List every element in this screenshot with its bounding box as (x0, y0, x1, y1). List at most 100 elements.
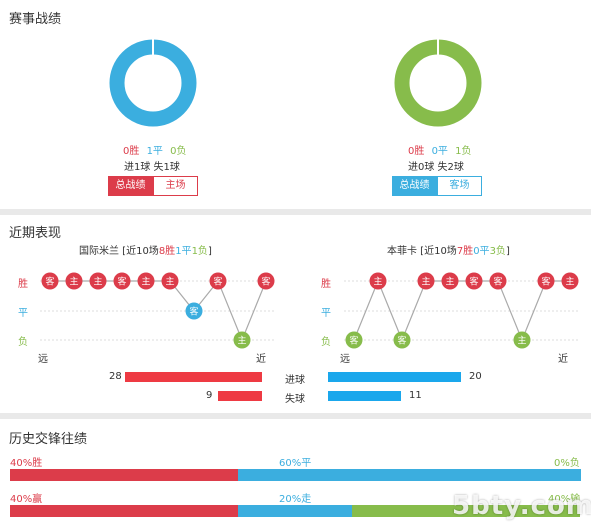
right-form-point: 客 (345, 331, 363, 349)
left-team-prefix: 国际米兰 [近10场 (79, 246, 159, 257)
right-record-donut (394, 39, 482, 127)
right-form-marker (561, 272, 579, 290)
h2h-result-segment (10, 469, 238, 481)
left-goals-value: 28 (109, 371, 122, 382)
left-near-label: 近 (256, 354, 266, 365)
h2h-draw-label: 60%平 (279, 458, 312, 469)
right-conceded-value: 11 (409, 390, 422, 401)
h2h-handicap-segment (352, 505, 580, 517)
left-form-venue: 主 (165, 276, 174, 288)
left-goals: 进1球 失1球 (124, 162, 180, 173)
right-goals-value: 20 (469, 371, 482, 382)
left-form-venue: 客 (117, 276, 126, 288)
left-form-marker (65, 272, 83, 290)
left-form-marker (257, 272, 275, 290)
left-form-marker (185, 302, 203, 320)
left-form-marker (41, 272, 59, 290)
row-label-draw-left: 平 (18, 308, 28, 319)
h2h-handicap-bar (10, 505, 581, 517)
right-form-marker (393, 331, 411, 349)
right-form-marker (489, 272, 507, 290)
left-form-point: 客 (257, 272, 275, 290)
right-form-marker (465, 272, 483, 290)
left-team-d: 1平 (175, 246, 192, 257)
left-form-venue: 客 (261, 276, 270, 288)
left-form-chart: 客主主客主主客客主客 (40, 272, 275, 349)
right-draws: 0平 (431, 146, 448, 157)
left-team-summary: 国际米兰 [近10场8胜1平1负] (79, 242, 212, 257)
h2h-cover-label: 40%赢 (10, 494, 43, 505)
right-form-venue: 主 (445, 276, 454, 288)
h2h-result-bar (10, 469, 581, 481)
left-form-point: 主 (137, 272, 155, 290)
tab-away[interactable]: 客场 (437, 176, 482, 196)
right-form-venue: 主 (421, 276, 430, 288)
left-form-venue: 主 (69, 276, 78, 288)
left-form-marker (137, 272, 155, 290)
right-team-suffix: ] (505, 246, 510, 257)
right-form-point: 主 (369, 272, 387, 290)
panel-title: 近期表现 (9, 226, 62, 241)
left-form-marker (233, 331, 251, 349)
tab-home[interactable]: 主场 (153, 176, 198, 196)
right-team-prefix: 本菲卡 [近10场 (387, 246, 457, 257)
watermark: 5bty.com (452, 491, 591, 521)
right-form-marker (369, 272, 387, 290)
left-form-venue: 客 (45, 276, 54, 288)
h2h-win-label: 40%胜 (10, 458, 43, 469)
left-form-venue: 客 (213, 276, 222, 288)
tab-total-record[interactable]: 总战绩 (392, 176, 437, 196)
right-losses: 1负 (455, 146, 472, 157)
right-form-marker (513, 331, 531, 349)
left-conceded-value: 9 (206, 390, 213, 401)
right-form-venue: 客 (349, 335, 358, 347)
right-form-venue: 主 (517, 335, 526, 347)
right-far-label: 远 (340, 354, 350, 365)
right-form-marker (345, 331, 363, 349)
right-wins: 0胜 (408, 146, 425, 157)
right-form-marker (537, 272, 555, 290)
right-team-d: 0平 (473, 246, 490, 257)
conceded-label: 失球 (285, 394, 305, 405)
right-form-marker (441, 272, 459, 290)
h2h-handicap-segment (10, 505, 238, 517)
h2h-lose-label: 40%输 (548, 494, 581, 505)
left-losses: 0负 (170, 146, 187, 157)
left-far-label: 远 (38, 354, 48, 365)
head-to-head-panel: 历史交锋往绩 40%胜 60%平 0%负 40%赢 20%走 40%输 5bty… (0, 419, 591, 523)
left-form-venue: 主 (237, 335, 246, 347)
left-form-point: 主 (89, 272, 107, 290)
right-team-summary: 本菲卡 [近10场7胜0平3负] (387, 242, 510, 257)
right-record-tabs: 总战绩 客场 (392, 176, 482, 196)
panel-title: 赛事战绩 (9, 12, 62, 27)
right-conceded-bar (328, 391, 401, 401)
left-form-venue: 主 (93, 276, 102, 288)
right-form-point: 主 (513, 331, 531, 349)
right-goals-bar (328, 372, 461, 382)
goals-label: 进球 (285, 375, 305, 386)
left-form-point: 主 (161, 272, 179, 290)
left-form-point: 主 (233, 331, 251, 349)
left-wins: 0胜 (123, 146, 140, 157)
right-form-point: 客 (393, 331, 411, 349)
right-form-venue: 主 (565, 276, 574, 288)
left-form-marker (89, 272, 107, 290)
left-form-point: 客 (41, 272, 59, 290)
left-team-w: 8胜 (158, 246, 176, 257)
right-form-venue: 客 (493, 276, 502, 288)
left-goals-bar (125, 372, 262, 382)
right-form-point: 客 (537, 272, 555, 290)
left-form-marker (209, 272, 227, 290)
right-form-venue: 客 (397, 335, 406, 347)
right-team-l: 3负 (489, 246, 506, 257)
left-draws: 1平 (146, 146, 163, 157)
left-form-line (50, 279, 267, 342)
right-wdl: 0胜 0平 1负 (408, 142, 472, 157)
left-form-point: 主 (65, 272, 83, 290)
row-label-win-right: 胜 (321, 279, 331, 290)
left-form-venue: 客 (189, 306, 198, 318)
right-form-chart: 客主客主主客客主客主 (344, 272, 579, 349)
left-form-point: 客 (209, 272, 227, 290)
tab-total-record[interactable]: 总战绩 (108, 176, 153, 196)
right-form-marker (417, 272, 435, 290)
